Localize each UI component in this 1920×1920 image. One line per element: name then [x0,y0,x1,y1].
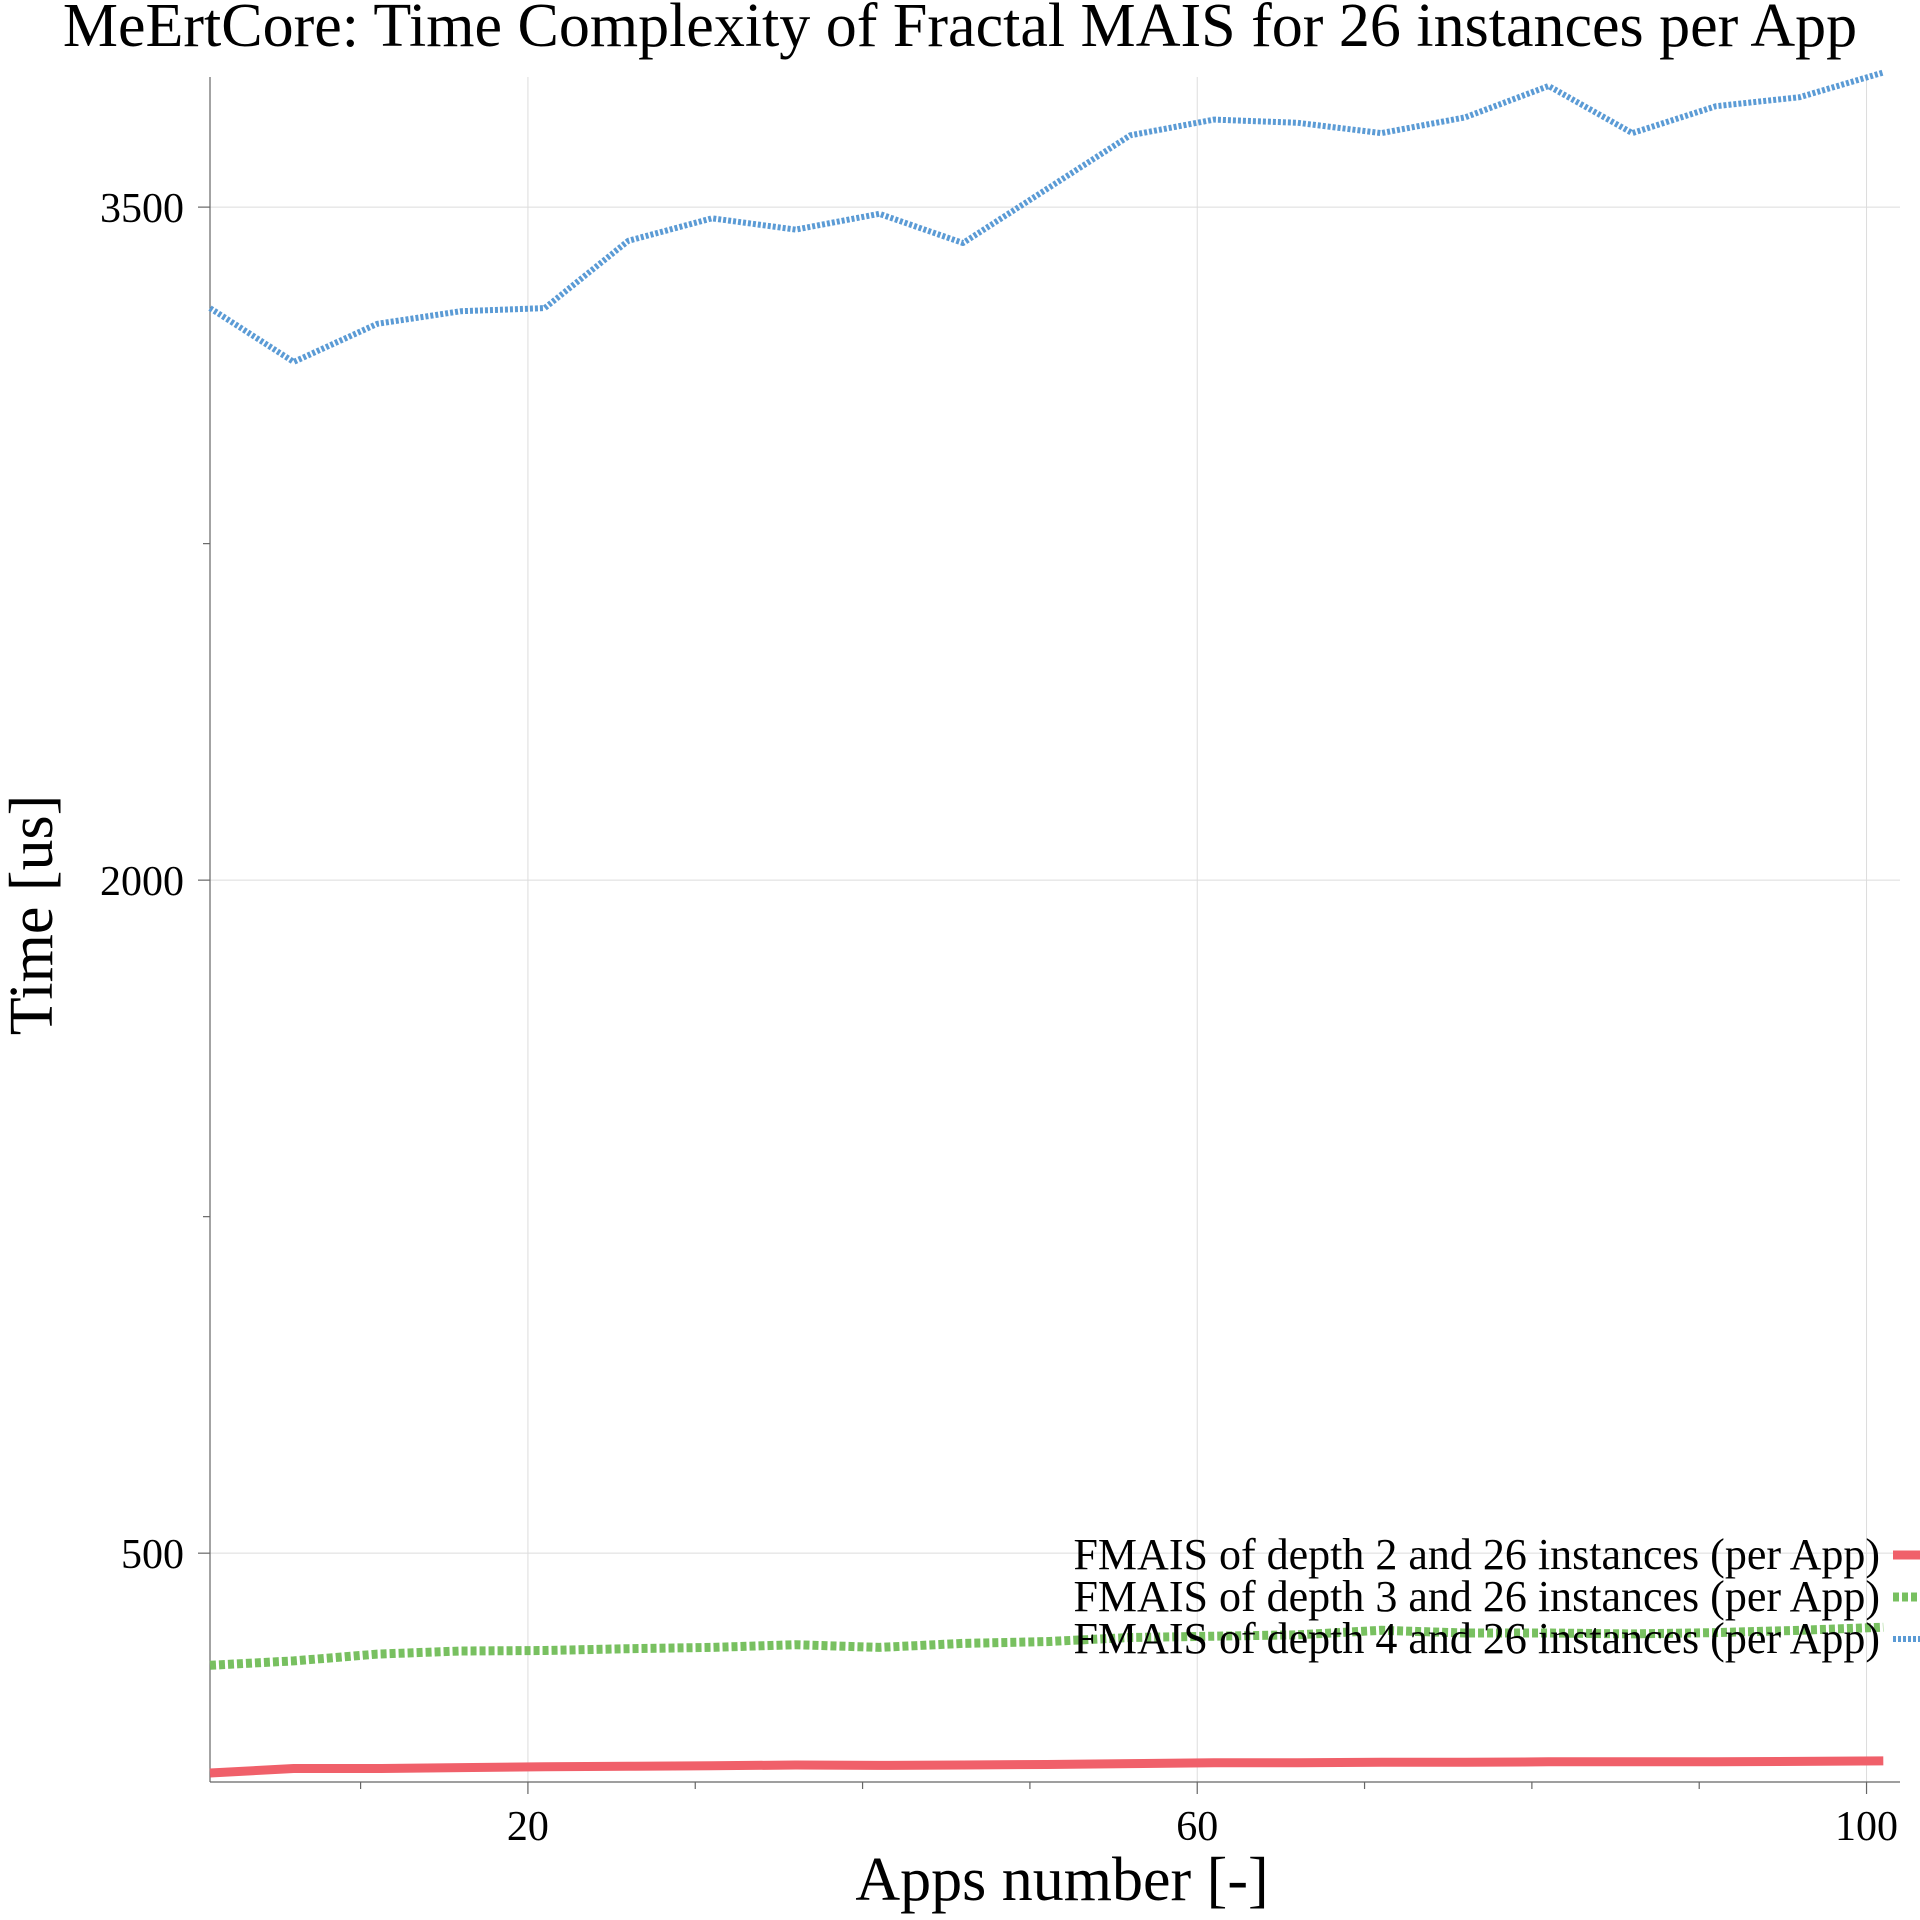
grid [210,77,1900,1782]
legend-label-3: FMAIS of depth 4 and 26 instances (per A… [1073,1614,1880,1663]
series-line-2 [209,1622,1884,1670]
series-line-1 [209,1756,1884,1778]
axes [209,77,1900,1783]
x-tick-label: 20 [507,1804,549,1850]
y-tick-label: 2000 [100,859,184,905]
legend: FMAIS of depth 2 and 26 instances (per A… [1073,1530,1920,1663]
series-lines [208,69,1885,1778]
legend-label-1: FMAIS of depth 2 and 26 instances (per A… [1073,1530,1880,1579]
x-axis-label: Apps number [-] [855,1846,1268,1914]
y-tick-label: 500 [121,1532,184,1578]
legend-label-2: FMAIS of depth 3 and 26 instances (per A… [1073,1572,1880,1621]
x-tick-label: 60 [1176,1804,1218,1850]
y-axis-label: Time [us] [0,795,66,1036]
x-tick-label: 100 [1835,1804,1898,1850]
chart-title: MeErtCore: Time Complexity of Fractal MA… [63,0,1857,60]
series-line-3 [208,69,1885,365]
tick-labels: 20 60 100 500 2000 3500 [100,186,1898,1850]
y-tick-label: 3500 [100,186,184,232]
